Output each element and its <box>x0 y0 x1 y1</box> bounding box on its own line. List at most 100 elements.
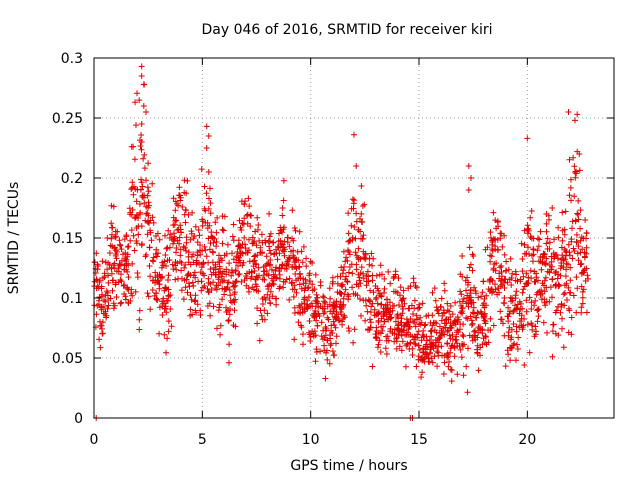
data-point <box>463 363 470 370</box>
data-point <box>221 291 228 298</box>
data-point <box>525 230 531 237</box>
data-point <box>467 290 474 297</box>
data-point <box>581 253 588 260</box>
data-point <box>132 186 139 192</box>
data-point <box>392 318 399 325</box>
data-point <box>488 253 495 260</box>
data-point <box>121 266 128 273</box>
data-point <box>534 247 541 254</box>
data-point <box>267 288 274 295</box>
data-point <box>360 232 367 239</box>
data-point <box>464 389 471 396</box>
data-point <box>363 302 370 309</box>
data-point <box>140 155 147 162</box>
data-point <box>583 229 590 236</box>
data-point <box>521 227 528 234</box>
data-point <box>397 292 403 299</box>
data-point <box>226 287 233 293</box>
data-point <box>163 297 170 304</box>
data-point <box>144 192 151 199</box>
data-point <box>121 236 128 243</box>
data-point <box>448 367 455 374</box>
y-tick-label: 0.2 <box>61 171 83 187</box>
x-tick-label: 15 <box>410 432 428 448</box>
data-point <box>172 207 179 214</box>
data-point <box>489 237 495 244</box>
data-point <box>497 230 504 237</box>
data-point <box>309 287 316 294</box>
data-point <box>125 299 132 306</box>
data-point <box>557 309 564 316</box>
data-point <box>528 320 535 327</box>
data-point <box>125 243 132 250</box>
data-point <box>411 297 418 304</box>
data-point <box>549 205 556 211</box>
data-point <box>381 289 387 296</box>
data-point <box>165 227 172 234</box>
data-point <box>246 203 253 210</box>
data-point <box>176 184 183 191</box>
data-point <box>152 250 159 257</box>
data-point <box>118 246 125 253</box>
data-point <box>530 246 537 252</box>
data-point <box>585 275 591 282</box>
data-point <box>375 311 381 318</box>
data-point <box>130 191 137 198</box>
data-point <box>291 304 298 311</box>
data-point <box>182 206 189 213</box>
data-point <box>339 318 345 325</box>
data-point <box>125 262 132 269</box>
data-point <box>226 311 233 318</box>
data-point <box>98 325 105 332</box>
data-point <box>469 320 476 327</box>
data-point <box>191 269 198 276</box>
data-point <box>385 309 392 316</box>
data-point <box>566 307 573 314</box>
data-point <box>96 279 103 285</box>
data-point <box>314 322 321 329</box>
data-point <box>524 321 531 328</box>
data-point <box>242 198 249 205</box>
data-point <box>337 299 344 306</box>
data-point <box>537 228 544 235</box>
data-point <box>507 336 514 343</box>
data-point <box>369 262 375 269</box>
data-point <box>183 190 190 197</box>
data-point <box>460 333 467 340</box>
data-point <box>338 282 345 289</box>
data-point <box>460 295 467 302</box>
data-point <box>190 251 197 258</box>
data-point <box>235 237 242 244</box>
data-point <box>270 239 276 246</box>
data-point <box>460 321 467 328</box>
data-point <box>144 210 151 217</box>
data-point <box>346 251 353 258</box>
data-point <box>352 249 359 256</box>
x-tick-label: 0 <box>90 432 99 448</box>
data-point <box>244 249 251 256</box>
data-point <box>560 257 567 264</box>
data-point <box>111 260 118 267</box>
data-point <box>387 280 394 287</box>
data-point <box>542 261 549 268</box>
data-point <box>571 248 578 254</box>
data-point <box>166 235 173 241</box>
data-point <box>138 63 145 70</box>
data-point <box>521 362 528 368</box>
data-point <box>227 297 234 304</box>
data-point <box>503 267 510 274</box>
data-point <box>187 236 194 243</box>
data-point <box>109 224 115 231</box>
data-point <box>559 325 565 332</box>
data-point <box>102 310 109 317</box>
data-point <box>202 207 209 214</box>
data-point <box>553 252 560 258</box>
data-point <box>367 297 373 304</box>
data-point <box>374 344 381 351</box>
data-point <box>470 304 477 311</box>
data-point <box>536 236 543 243</box>
data-point <box>527 233 534 240</box>
data-point <box>460 372 467 379</box>
data-point <box>276 230 282 237</box>
data-point <box>543 255 550 262</box>
